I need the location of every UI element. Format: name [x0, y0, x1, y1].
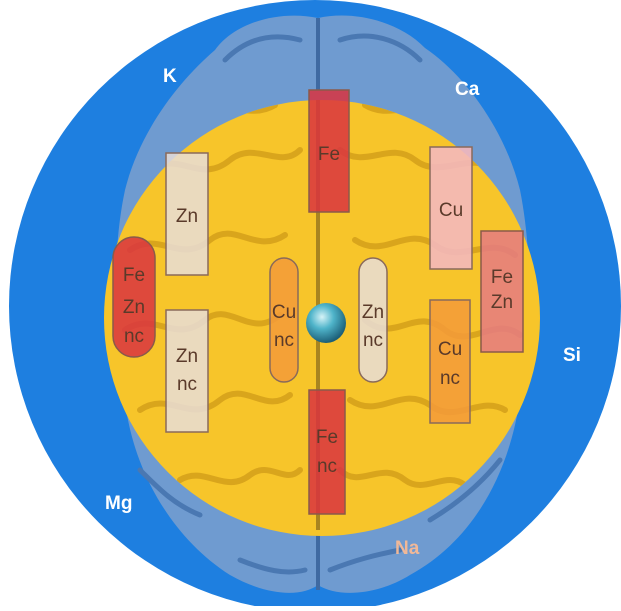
label-k: K: [163, 66, 177, 87]
region-fe-top: Fe: [308, 89, 350, 213]
label-ca: Ca: [455, 79, 480, 100]
region-fe-zn-nc-left-line1: Fe: [123, 265, 145, 286]
region-cu-nc-right: Cu nc: [429, 299, 471, 424]
region-zn-nc-left: Zn nc: [165, 309, 209, 433]
region-cu-nc-center-line2: nc: [274, 330, 294, 351]
region-cu-right-label: Cu: [439, 200, 463, 221]
region-zn-nc-left-line1: Zn: [176, 346, 198, 367]
region-fe-zn-right: Fe Zn: [480, 230, 524, 353]
region-cu-nc-right-line2: nc: [440, 368, 460, 389]
region-zn-nc-center: Zn nc: [358, 257, 388, 383]
region-cu-nc-right-line1: Cu: [438, 339, 462, 360]
region-fe-nc-bottom: Fe nc: [308, 389, 346, 515]
region-fe-nc-bottom-line1: Fe: [316, 427, 338, 448]
region-fe-zn-right-line1: Fe: [491, 267, 513, 288]
region-cu-right: Cu: [429, 146, 473, 270]
label-na: Na: [395, 538, 420, 559]
region-zn-left-label: Zn: [176, 206, 198, 227]
center-sphere: [306, 303, 346, 343]
region-cu-nc-center-line1: Cu: [272, 302, 296, 323]
region-fe-zn-nc-left-line3: nc: [124, 326, 144, 347]
label-mg: Mg: [105, 493, 132, 514]
region-zn-nc-center-line2: nc: [363, 330, 383, 351]
region-zn-nc-left-line2: nc: [177, 374, 197, 395]
region-fe-top-label: Fe: [318, 144, 340, 165]
region-cu-nc-center: Cu nc: [269, 257, 299, 383]
region-zn-nc-center-line1: Zn: [362, 302, 384, 323]
label-si: Si: [563, 345, 581, 366]
region-fe-zn-right-line2: Zn: [491, 292, 513, 313]
region-fe-zn-nc-left: Fe Zn nc: [112, 236, 156, 358]
region-fe-zn-nc-left-line2: Zn: [123, 297, 145, 318]
region-fe-nc-bottom-line2: nc: [317, 456, 337, 477]
region-zn-left: Zn: [165, 152, 209, 276]
